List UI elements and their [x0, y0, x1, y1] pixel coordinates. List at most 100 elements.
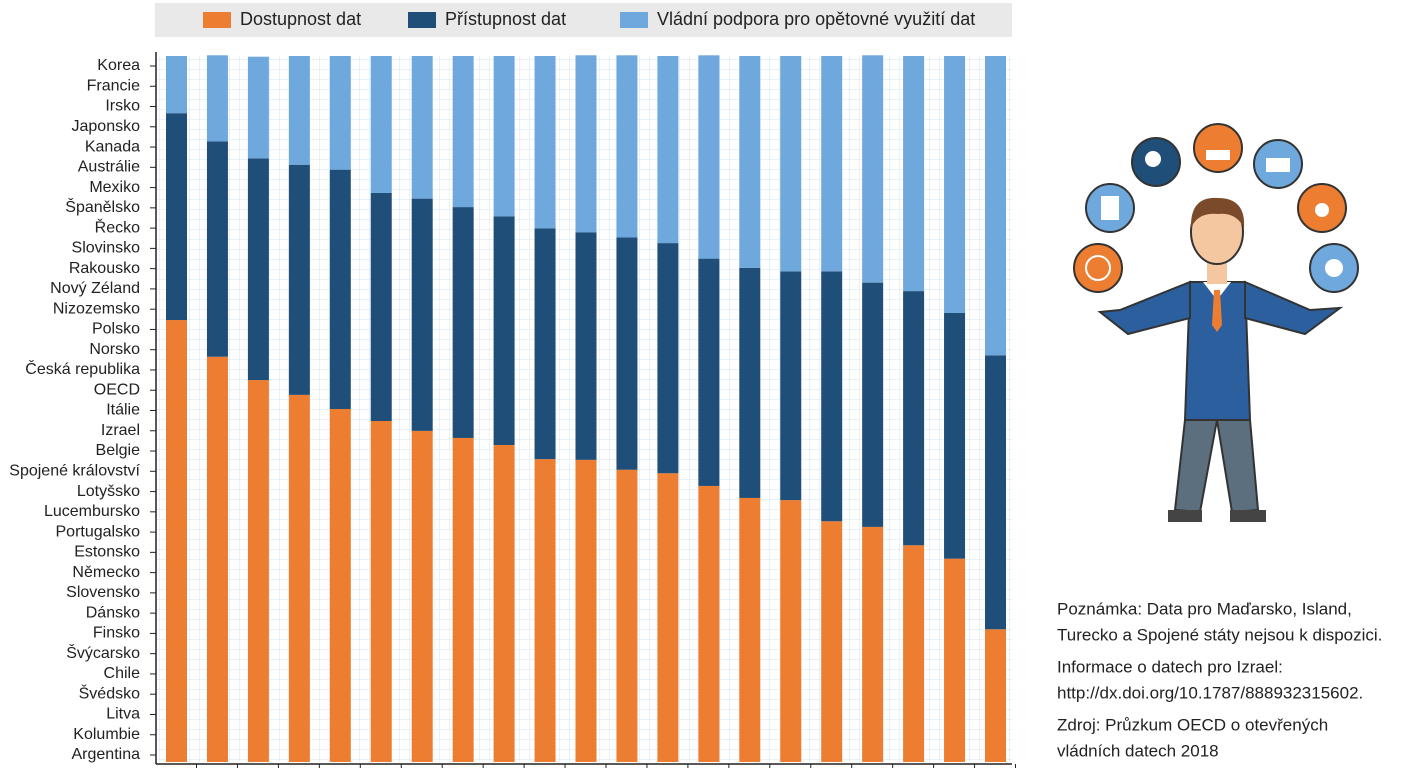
bar-segment	[657, 473, 679, 762]
bar-segment	[780, 500, 802, 762]
y-label: Lucembursko	[44, 503, 140, 520]
bar-segment	[739, 497, 761, 762]
y-label: Česká republika	[25, 359, 140, 378]
bar-segment	[329, 56, 351, 170]
bar-segment	[247, 380, 269, 762]
bar-segment	[411, 56, 433, 199]
bar-segment	[166, 113, 187, 321]
y-label: Dánsko	[86, 604, 140, 621]
bar-segment	[575, 55, 597, 233]
bar-segment	[534, 459, 556, 762]
bar-segment	[370, 192, 392, 422]
legend-label: Přístupnost dat	[445, 9, 566, 29]
y-label: Irsko	[105, 98, 140, 115]
bar-segment	[493, 216, 515, 446]
bar-segment	[370, 56, 392, 193]
y-label: Polsko	[92, 321, 140, 338]
bar-segment	[206, 356, 228, 762]
bar-segment	[206, 141, 228, 357]
note: Poznámka: Data pro Maďarsko, Island,	[1057, 599, 1352, 618]
bar-segment	[698, 55, 720, 259]
bar-segment	[739, 56, 761, 268]
bar-segment	[452, 437, 474, 762]
bar-segment	[493, 445, 515, 762]
bar-segment	[698, 485, 720, 762]
y-label: Korea	[97, 57, 140, 74]
y-label: Japonsko	[72, 118, 141, 135]
y-label: Litva	[106, 706, 140, 723]
bar-segment	[575, 459, 597, 762]
note: http://dx.doi.org/10.1787/888932315602.	[1057, 683, 1363, 702]
bar-segment	[166, 56, 187, 114]
y-label: Portugalsko	[56, 523, 141, 540]
legend-swatch	[620, 12, 648, 28]
y-label: Estonsko	[74, 544, 140, 561]
bar-segment	[821, 521, 843, 762]
y-label: Itálie	[106, 402, 140, 419]
note: Informace o datech pro Izrael:	[1057, 657, 1283, 676]
note: Turecko a Spojené státy nejsou k dispozi…	[1057, 625, 1382, 644]
bar-segment	[370, 421, 392, 762]
y-label: Nový Zéland	[50, 280, 140, 297]
bar-segment	[985, 56, 1006, 356]
y-label: Švédsko	[79, 683, 140, 702]
bar-segment	[985, 629, 1006, 762]
bar-segment	[944, 312, 966, 559]
bar-segment	[452, 56, 474, 208]
bar-segment	[329, 409, 351, 762]
y-label: Rakousko	[69, 260, 140, 277]
bar-segment	[411, 198, 433, 431]
y-label: Německo	[72, 564, 140, 581]
y-label: Slovinsko	[72, 240, 141, 257]
legend-swatch	[408, 12, 436, 28]
bar-segment	[288, 394, 310, 762]
bar-segment	[903, 545, 925, 762]
y-label: Kanada	[85, 138, 140, 155]
bar-segment	[288, 164, 310, 395]
y-label: Slovensko	[66, 584, 140, 601]
y-label: Švýcarsko	[66, 643, 140, 662]
bar-segment	[985, 355, 1006, 630]
bar-segment	[616, 469, 638, 762]
y-label: OECD	[94, 381, 140, 398]
bar-segment	[821, 271, 843, 522]
y-label: Nizozemsko	[53, 300, 140, 317]
y-label: Austrálie	[78, 159, 140, 176]
y-label: Finsko	[93, 625, 140, 642]
bar-segment	[166, 320, 187, 762]
bar-segment	[862, 282, 884, 527]
y-label: Norsko	[89, 341, 140, 358]
bar-segment	[903, 291, 925, 546]
bar-segment	[944, 56, 966, 313]
bar-segment	[698, 258, 720, 486]
bar-segment	[534, 56, 556, 229]
y-label: Lotyšsko	[77, 483, 140, 500]
bar-segment	[493, 56, 515, 217]
bar-segment	[247, 56, 269, 159]
y-label: Argentina	[72, 746, 141, 763]
bar-segment	[534, 228, 556, 460]
y-label: Španělsko	[65, 197, 140, 216]
y-label: Mexiko	[89, 179, 140, 196]
bar-segment	[329, 169, 351, 409]
bar-segment	[657, 56, 679, 244]
bar-segment	[288, 56, 310, 165]
bar-segment	[903, 56, 925, 292]
legend-swatch	[203, 12, 231, 28]
bar-segment	[247, 158, 269, 381]
bar-segment	[862, 55, 884, 283]
y-label: Kolumbie	[73, 726, 140, 743]
note: Zdroj: Průzkum OECD o otevřených	[1057, 715, 1328, 734]
bar-segment	[862, 526, 884, 762]
illustration	[1073, 123, 1359, 522]
y-label: Řecko	[95, 217, 140, 236]
bar-segment	[821, 56, 843, 272]
bar-segment	[780, 271, 802, 501]
legend-label: Vládní podpora pro opětovné využití dat	[657, 9, 975, 29]
bar-segment	[780, 56, 802, 272]
bar-segment	[616, 55, 638, 238]
note: vládních datech 2018	[1057, 741, 1219, 760]
bar-segment	[411, 430, 433, 762]
